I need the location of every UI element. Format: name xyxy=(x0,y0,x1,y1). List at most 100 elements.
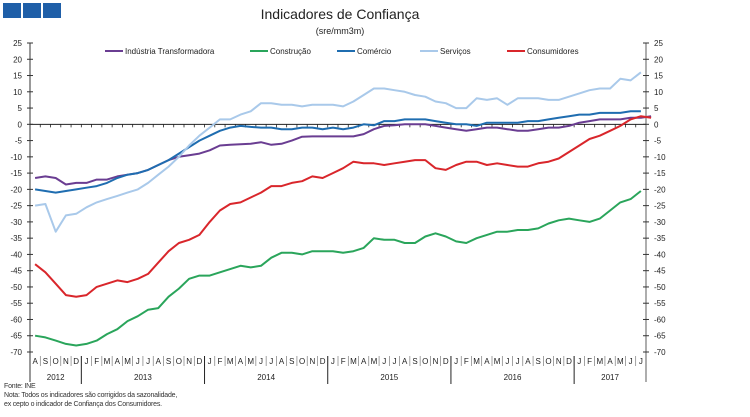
year-label: 2015 xyxy=(380,373,398,382)
month-label: A xyxy=(361,357,367,366)
month-label: J xyxy=(136,357,140,366)
y-tick-label-right: 0 xyxy=(654,120,659,129)
y-tick-label-left: -60 xyxy=(10,315,22,324)
month-label: A xyxy=(238,357,244,366)
month-label: N xyxy=(63,357,69,366)
month-label: A xyxy=(607,357,613,366)
y-tick-label-left: -70 xyxy=(10,348,22,357)
month-label: M xyxy=(371,357,378,366)
y-tick-label-left: -25 xyxy=(10,202,22,211)
month-label: J xyxy=(454,357,458,366)
footnote-line-2: ex cepto o indicador de Confiança dos Co… xyxy=(4,401,162,408)
y-tick-label-right: -20 xyxy=(654,185,666,194)
y-tick-label-right: -55 xyxy=(654,299,666,308)
month-label: S xyxy=(289,357,294,366)
month-label: J xyxy=(392,357,396,366)
month-label: F xyxy=(341,357,346,366)
series-line-consumidores xyxy=(34,115,652,298)
y-tick-label-left: 25 xyxy=(13,39,22,48)
month-label: S xyxy=(536,357,541,366)
month-label: O xyxy=(53,357,59,366)
month-label: M xyxy=(247,357,254,366)
month-label: F xyxy=(587,357,592,366)
y-tick-label-left: -65 xyxy=(10,332,22,341)
y-tick-label-right: -30 xyxy=(654,218,666,227)
month-label: D xyxy=(197,357,203,366)
y-tick-label-right: -15 xyxy=(654,169,666,178)
month-label: O xyxy=(176,357,182,366)
y-tick-label-right: -65 xyxy=(654,332,666,341)
legend-label: Serviços xyxy=(440,47,471,56)
y-tick-label-left: -55 xyxy=(10,299,22,308)
month-label: J xyxy=(259,357,263,366)
month-label: M xyxy=(617,357,624,366)
month-label: J xyxy=(639,357,643,366)
month-label: J xyxy=(84,357,88,366)
month-label: M xyxy=(350,357,357,366)
month-label: D xyxy=(320,357,326,366)
y-tick-label-right: -70 xyxy=(654,348,666,357)
y-tick-label-left: -20 xyxy=(10,185,22,194)
y-tick-label-left: -30 xyxy=(10,218,22,227)
month-label: F xyxy=(94,357,99,366)
month-label: J xyxy=(629,357,633,366)
month-label: N xyxy=(433,357,439,366)
month-label: A xyxy=(115,357,121,366)
year-label: 2016 xyxy=(504,373,522,382)
y-tick-label-left: -40 xyxy=(10,250,22,259)
month-label: M xyxy=(227,357,234,366)
month-label: M xyxy=(596,357,603,366)
series-line-servi-os xyxy=(34,71,642,233)
y-tick-label-left: -50 xyxy=(10,283,22,292)
month-label: O xyxy=(422,357,428,366)
year-label: 2014 xyxy=(257,373,275,382)
series-line-com-rcio xyxy=(34,110,641,194)
y-tick-label-right: 25 xyxy=(654,39,663,48)
month-label: N xyxy=(309,357,315,366)
month-label: D xyxy=(566,357,572,366)
month-label: A xyxy=(525,357,531,366)
legend-label: Indústria Transformadora xyxy=(125,47,215,56)
month-label: O xyxy=(545,357,551,366)
month-label: F xyxy=(464,357,469,366)
month-label: M xyxy=(473,357,480,366)
month-label: J xyxy=(577,357,581,366)
month-label: J xyxy=(269,357,273,366)
month-label: M xyxy=(124,357,131,366)
month-label: M xyxy=(494,357,501,366)
month-label: A xyxy=(279,357,285,366)
source-note: Fonte: INE xyxy=(4,383,36,390)
month-label: A xyxy=(484,357,490,366)
y-tick-label-left: 5 xyxy=(18,104,23,113)
y-tick-label-right: -50 xyxy=(654,283,666,292)
legend-label: Comércio xyxy=(357,47,392,56)
legend-label: Construção xyxy=(270,47,311,56)
month-label: D xyxy=(73,357,79,366)
y-tick-label-right: -40 xyxy=(654,250,666,259)
y-tick-label-right: 10 xyxy=(654,88,663,97)
y-tick-label-right: -5 xyxy=(654,137,662,146)
month-label: J xyxy=(516,357,520,366)
y-tick-label-left: 15 xyxy=(13,72,22,81)
y-tick-label-left: 10 xyxy=(13,88,22,97)
y-tick-label-right: -10 xyxy=(654,153,666,162)
month-label: A xyxy=(156,357,162,366)
y-tick-label-right: 15 xyxy=(654,72,663,81)
month-label: J xyxy=(331,357,335,366)
legend-label: Consumidores xyxy=(527,47,579,56)
year-label: 2012 xyxy=(47,373,65,382)
month-label: J xyxy=(505,357,509,366)
year-label: 2017 xyxy=(601,373,619,382)
y-tick-label-left: -45 xyxy=(10,267,22,276)
footnote-line-1: Nota: Todos os indicadores são corrigido… xyxy=(4,392,178,399)
month-label: A xyxy=(32,357,38,366)
y-tick-label-left: -10 xyxy=(10,153,22,162)
year-label: 2013 xyxy=(134,373,152,382)
month-label: S xyxy=(43,357,48,366)
month-label: D xyxy=(443,357,449,366)
y-tick-label-right: -60 xyxy=(654,315,666,324)
month-label: J xyxy=(382,357,386,366)
month-label: M xyxy=(104,357,111,366)
month-label: S xyxy=(166,357,171,366)
